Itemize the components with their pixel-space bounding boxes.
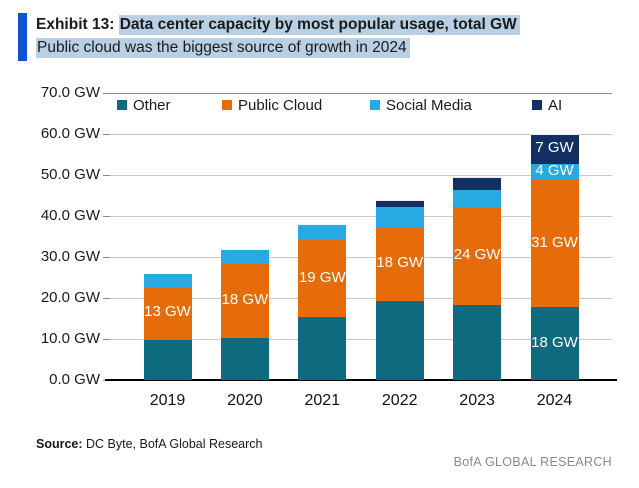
legend-swatch-icon <box>117 100 127 110</box>
bar-segment-2023-other <box>453 304 502 380</box>
bar-segment-2023-social-media <box>453 189 502 207</box>
exhibit-accent-bar <box>18 13 27 61</box>
exhibit-subtitle-line: Public cloud was the biggest source of g… <box>36 37 626 59</box>
y-axis-label: 10.0 GW <box>40 330 100 347</box>
bar-value-label-2022: 18 GW <box>376 254 424 272</box>
legend-label: Social Media <box>386 96 472 114</box>
source-label: Source: <box>36 437 83 451</box>
stacked-bar-chart: 0.0 GW 10.0 GW 20.0 GW 30.0 GW 40.0 GW 50.0 G… <box>40 84 617 409</box>
y-axis-label: 40.0 GW <box>40 207 100 224</box>
bar-value-label-2024: 7 GW <box>535 139 574 157</box>
bar-value-label-2023: 24 GW <box>453 245 501 263</box>
legend-item-other: Other <box>117 96 171 114</box>
legend-label: Other <box>133 96 171 114</box>
gridline-50 <box>110 174 612 176</box>
bar-segment-2020-other <box>220 336 269 380</box>
y-axis-tick-70 <box>103 92 110 94</box>
bar-segment-2019-other <box>143 339 192 380</box>
bar-segment-2021-other <box>298 316 347 380</box>
gridline-40 <box>110 215 612 217</box>
y-axis-tick-40 <box>103 215 110 217</box>
legend-label: Public Cloud <box>238 96 323 114</box>
gridline-60 <box>110 133 612 135</box>
gridline-20 <box>110 297 612 299</box>
bar-segment-2020-social-media <box>220 248 269 265</box>
y-axis-label: 50.0 GW <box>40 166 100 183</box>
source-text: DC Byte, BofA Global Research <box>82 437 263 451</box>
y-axis-tick-10 <box>103 338 110 340</box>
bar-segment-2024-other <box>530 306 579 380</box>
legend-label: AI <box>548 96 563 114</box>
bar-segment-2020-public-cloud <box>220 263 269 338</box>
bar-segment-2022-social-media <box>375 205 424 228</box>
legend-item-social-media: Social Media <box>370 96 472 114</box>
bar-value-label-2019: 13 GW <box>144 303 191 321</box>
gridline-30 <box>110 256 612 258</box>
y-axis-tick-50 <box>103 174 110 176</box>
x-axis-label-2022: 2022 <box>381 392 418 409</box>
bar-segment-2021-social-media <box>298 224 347 240</box>
y-axis-label: 60.0 GW <box>40 125 100 142</box>
brand-footer: BofA GLOBAL RESEARCH <box>453 455 612 469</box>
y-axis-label: 70.0 GW <box>40 84 100 101</box>
bar-segment-2023-public-cloud <box>453 205 502 306</box>
y-axis-label: 20.0 GW <box>40 289 100 306</box>
x-axis-label-2019: 2019 <box>149 392 186 409</box>
legend-item-public-cloud: Public Cloud <box>222 96 323 114</box>
bar-value-label-2020: 18 GW <box>221 291 269 309</box>
bar-segment-2022-other <box>375 300 424 380</box>
bar-segment-2019-social-media <box>143 273 192 287</box>
bar-segment-2021-public-cloud <box>298 238 347 318</box>
bar-value-label-2024: 4 GW <box>535 161 574 179</box>
y-axis-tick-60 <box>103 133 110 135</box>
bar-segment-2022-ai <box>375 199 424 207</box>
bar-value-label-2024: 31 GW <box>531 233 578 251</box>
legend-swatch-icon <box>532 100 542 110</box>
bar-segment-2019-public-cloud <box>143 285 192 340</box>
y-axis-label: 30.0 GW <box>40 248 100 265</box>
exhibit-label: Exhibit 13: <box>36 16 115 33</box>
exhibit-title-line: Exhibit 13: Data center capacity by most… <box>36 14 626 36</box>
x-axis-label-2024: 2024 <box>536 392 573 409</box>
x-axis-label-2023: 2023 <box>459 392 495 409</box>
legend-swatch-icon <box>370 100 380 110</box>
gridline-10 <box>110 338 612 340</box>
y-axis-tick-20 <box>103 297 110 299</box>
exhibit-title: Data center capacity by most popular usa… <box>118 15 520 35</box>
legend-item-ai: AI <box>532 96 563 114</box>
bar-segment-2024-public-cloud <box>530 179 579 308</box>
bar-value-label-2024: 18 GW <box>531 334 578 352</box>
x-axis-label-2020: 2020 <box>227 392 263 409</box>
source-note: Source: DC Byte, BofA Global Research <box>36 437 263 451</box>
y-axis-tick-30 <box>103 256 110 258</box>
legend-swatch-icon <box>222 100 232 110</box>
x-axis-line <box>105 379 617 381</box>
bar-segment-2024-ai <box>530 134 579 164</box>
gridline-70 <box>110 92 612 94</box>
x-axis-label-2021: 2021 <box>304 392 341 409</box>
exhibit-subtitle: Public cloud was the biggest source of g… <box>36 38 410 58</box>
bar-segment-2023-ai <box>453 177 502 191</box>
exhibit-header: Exhibit 13: Data center capacity by most… <box>36 14 626 59</box>
y-axis-label: 0.0 GW <box>49 371 100 388</box>
bar-value-label-2021: 19 GW <box>298 268 346 286</box>
